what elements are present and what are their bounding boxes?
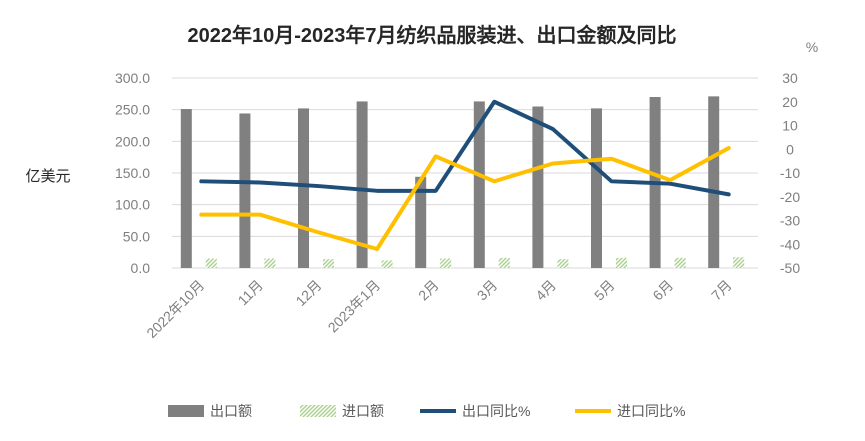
y2-tick-label: -40 [780,236,800,252]
x-tick-label: 6月 [649,277,676,304]
legend-swatch [168,405,204,417]
gridlines [172,77,758,269]
y2-tick-label: 30 [782,70,798,86]
legend-label: 出口额 [210,403,252,419]
legend-swatch [300,405,336,417]
y-tick-label: 150.0 [115,165,150,181]
import-bar [733,257,745,268]
y2-tick-label: -20 [780,189,800,205]
y-axis-ticks: 0.0 50.0 100.0 150.0 200.0 250.0 300.0 [115,70,150,276]
y2-tick-label: 20 [782,94,798,110]
lines [199,99,731,251]
export-bar [708,96,720,268]
y-tick-label: 50.0 [123,228,150,244]
x-tick-label: 2023年1月 [325,277,384,336]
x-tick-label: 5月 [591,277,618,304]
import-bar [323,259,334,268]
x-tick-label: 4月 [532,277,559,304]
export-bar [532,106,544,268]
export-bar [356,101,368,268]
legend-label: 进口同比% [617,403,685,419]
x-axis-ticks: 2022年10月 11月 12月 2023年1月 2月 3月 4月 5月 6月 7月 [143,277,735,341]
x-tick-label: 11月 [235,277,266,308]
legend-label: 出口同比% [462,403,530,419]
x-tick-label: 3月 [474,277,501,304]
export-bar [298,108,309,269]
y2-tick-label: 0 [786,141,794,157]
export-bar [473,101,485,268]
import-yoy-line [199,146,731,251]
export-bar [415,176,427,268]
import-bar [440,258,452,268]
export-yoy-line [199,99,731,197]
x-tick-label: 12月 [292,277,324,309]
x-tick-label: 2月 [415,277,442,304]
y2-axis-unit: % [806,39,818,55]
import-bar [557,259,569,268]
import-bar [205,258,217,268]
y-axis-label: 亿美元 [25,168,70,185]
import-bar [264,258,276,268]
chart-title: 2022年10月-2023年7月纺织品服装进、出口金额及同比 [187,23,676,47]
export-bar [239,113,251,268]
y2-tick-label: -50 [780,260,800,276]
export-bar [180,109,192,269]
legend-label: 进口额 [342,403,384,419]
y-tick-label: 0.0 [131,260,151,276]
y2-tick-label: 10 [782,118,798,134]
y2-tick-label: -10 [780,165,800,181]
x-tick-label: 2022年10月 [143,277,207,341]
y-tick-label: 100.0 [115,197,150,213]
y2-axis-ticks: -50 -40 -30 -20 -10 0 10 20 30 [780,70,800,276]
y-tick-label: 250.0 [115,102,150,118]
y2-tick-label: -30 [780,213,800,229]
import-bar [381,260,393,268]
export-bar [591,108,602,269]
y-tick-label: 300.0 [115,70,150,86]
import-bar [498,257,510,268]
import-bar [674,257,686,268]
y-tick-label: 200.0 [115,133,150,149]
x-tick-label: 7月 [708,277,735,304]
legend: 出口额 进口额 出口同比% 进口同比% [168,403,685,419]
import-bar [616,257,627,268]
